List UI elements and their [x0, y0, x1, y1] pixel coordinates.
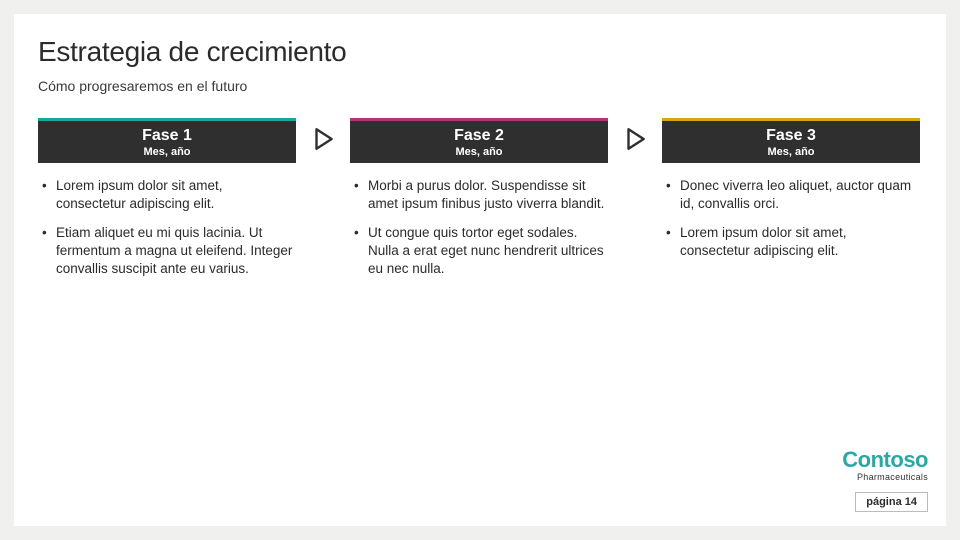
play-arrow-icon: [310, 126, 336, 152]
list-item: Lorem ipsum dolor sit amet, consectetur …: [40, 177, 294, 213]
phase-bullets-3: Donec viverra leo aliquet, auctor quam i…: [662, 163, 920, 272]
phase-header-3: Fase 3 Mes, año: [662, 118, 920, 163]
phase-name: Fase 2: [350, 127, 608, 145]
phase-header-1: Fase 1 Mes, año: [38, 118, 296, 163]
phase-column-1: Fase 1 Mes, año Lorem ipsum dolor sit am…: [38, 118, 296, 290]
list-item: Ut congue quis tortor eget sodales. Null…: [352, 224, 606, 277]
page-subtitle: Cómo progresaremos en el futuro: [38, 78, 247, 94]
list-item: Etiam aliquet eu mi quis lacinia. Ut fer…: [40, 224, 294, 277]
phase-column-3: Fase 3 Mes, año Donec viverra leo alique…: [662, 118, 920, 272]
page-number: página 14: [855, 492, 928, 512]
phase-name: Fase 3: [662, 127, 920, 145]
phase-bullets-1: Lorem ipsum dolor sit amet, consectetur …: [38, 163, 296, 290]
phase-column-2: Fase 2 Mes, año Morbi a purus dolor. Sus…: [350, 118, 608, 290]
brand-name: Contoso: [842, 449, 928, 471]
slide: Estrategia de crecimiento Cómo progresar…: [14, 14, 946, 526]
brand-sub: Pharmaceuticals: [842, 472, 928, 482]
arrow-1: [296, 118, 350, 152]
list-item: Donec viverra leo aliquet, auctor quam i…: [664, 177, 918, 213]
list-item: Lorem ipsum dolor sit amet, consectetur …: [664, 224, 918, 260]
phase-bullets-2: Morbi a purus dolor. Suspendisse sit ame…: [350, 163, 608, 290]
phase-sub: Mes, año: [662, 146, 920, 159]
play-arrow-icon: [622, 126, 648, 152]
phases-row: Fase 1 Mes, año Lorem ipsum dolor sit am…: [38, 118, 922, 290]
brand-block: Contoso Pharmaceuticals: [842, 449, 928, 482]
phase-sub: Mes, año: [38, 146, 296, 159]
phase-name: Fase 1: [38, 127, 296, 145]
list-item: Morbi a purus dolor. Suspendisse sit ame…: [352, 177, 606, 213]
page-title: Estrategia de crecimiento: [38, 36, 346, 68]
arrow-2: [608, 118, 662, 152]
phase-sub: Mes, año: [350, 146, 608, 159]
phase-header-2: Fase 2 Mes, año: [350, 118, 608, 163]
